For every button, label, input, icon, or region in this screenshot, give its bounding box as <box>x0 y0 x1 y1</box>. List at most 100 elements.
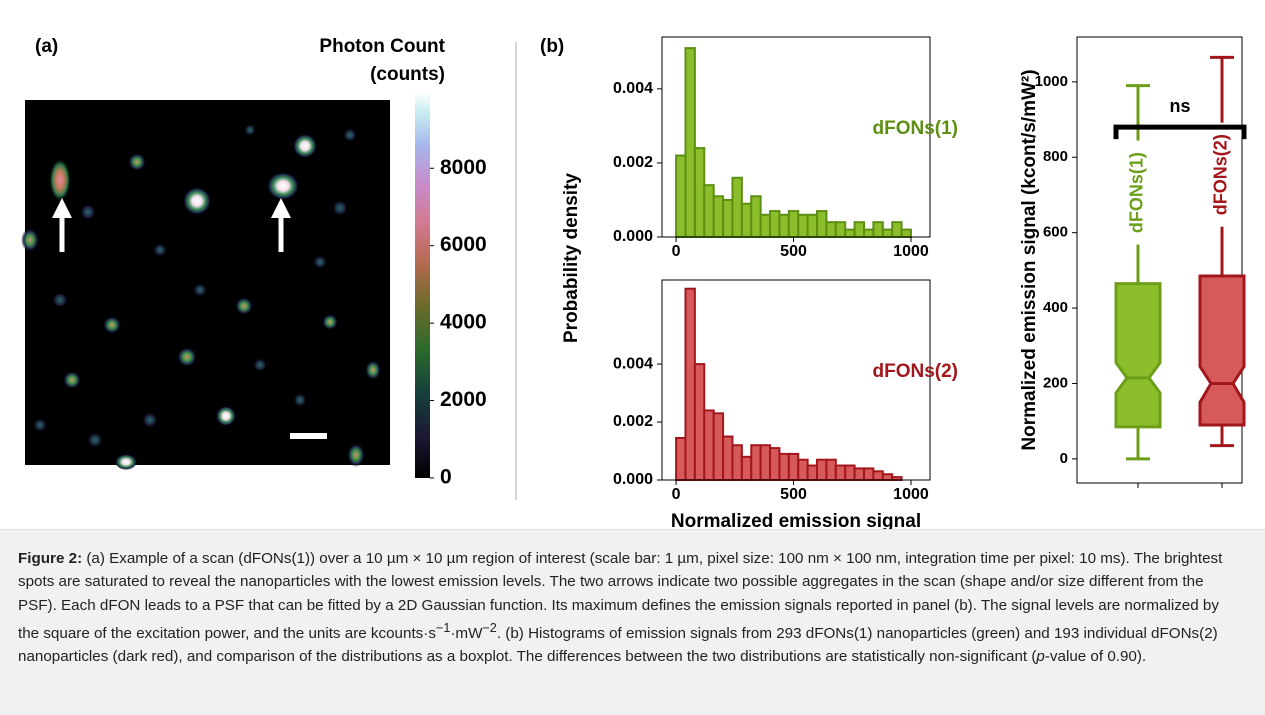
histogram-bar <box>862 228 875 238</box>
histogram-bar <box>675 436 687 481</box>
axes-frame <box>661 279 931 481</box>
arrow-head <box>52 198 72 218</box>
y-tick-label: 1000 <box>1035 73 1068 90</box>
annotation: dFONs(2) <box>873 361 959 382</box>
histogram-bar <box>684 47 696 238</box>
scan-spot <box>365 360 381 380</box>
box <box>1114 282 1162 429</box>
scan-spot <box>115 454 137 470</box>
caption-superscript: −1 <box>435 620 451 635</box>
scan-spot <box>244 124 256 136</box>
scan-spot <box>177 347 197 367</box>
arrow-shaft <box>59 214 65 252</box>
histogram-bar <box>693 147 706 238</box>
scale-bar <box>290 433 327 439</box>
histogram-bar <box>825 221 837 238</box>
histogram-bar <box>825 458 837 481</box>
histogram-bar <box>834 464 847 481</box>
scan-spot <box>33 418 47 432</box>
y-axis-label: Normalized emission signal (kcont/s/mW²) <box>1019 69 1040 450</box>
histogram-bar <box>712 195 725 239</box>
caption-text: (a) Example of a scan (dFONs(1)) over a … <box>18 550 1223 642</box>
scan-spot <box>63 371 81 389</box>
scan-spot <box>87 432 103 448</box>
histogram-bar <box>806 213 819 238</box>
y-tick-label: 0.000 <box>613 228 653 245</box>
histogram-bar <box>872 470 884 482</box>
x-tick-label: 1000 <box>893 243 929 260</box>
histogram-bar <box>703 409 715 481</box>
annotation: dFONs(1) <box>873 118 959 139</box>
panel-label: (a) <box>35 36 58 57</box>
axes-frame <box>661 36 931 238</box>
histogram-bar <box>769 447 781 481</box>
x-tick-label: 500 <box>780 243 807 260</box>
histogram-bar <box>703 184 715 238</box>
y-tick-label: 0.004 <box>613 80 653 97</box>
panel-label: (b) <box>540 36 564 57</box>
caption-italic: p <box>1036 648 1045 666</box>
y-tick-label: 400 <box>1043 299 1068 316</box>
histogram-bar <box>881 473 894 482</box>
histogram-bar <box>844 464 856 481</box>
y-tick-label: 0.004 <box>613 355 653 372</box>
scan-spot <box>322 314 338 330</box>
colorbar-tick-label: 6000 <box>440 233 487 256</box>
x-axis-label: Normalized emission signal <box>671 511 921 529</box>
y-tick-label: 200 <box>1043 374 1068 391</box>
label-background <box>1211 122 1233 227</box>
colorbar-tick-label: 2000 <box>440 388 487 411</box>
y-tick-label: 800 <box>1043 148 1068 165</box>
histogram-bar <box>778 213 790 238</box>
scan-spot <box>49 158 71 202</box>
histogram-bar <box>759 444 772 481</box>
axes-frame <box>1076 36 1243 484</box>
scan-spot <box>103 316 121 334</box>
histogram-bar <box>891 221 903 238</box>
y-tick-label: 0.000 <box>613 471 653 488</box>
colorbar-label: Photon Count <box>319 36 445 57</box>
scan-spot <box>347 443 365 467</box>
histogram-bar <box>731 176 743 238</box>
histogram-bar <box>740 202 753 239</box>
histogram-bar <box>872 221 884 238</box>
arrows <box>52 198 291 252</box>
histogram-bar <box>816 458 828 481</box>
significance-bracket <box>1113 124 1247 140</box>
histogram-bar <box>834 221 847 238</box>
histogram-bar <box>750 195 762 239</box>
label-background <box>1127 140 1149 245</box>
caption-label: Figure 2: <box>18 550 83 567</box>
scan-spots <box>21 124 381 470</box>
histogram-bar <box>740 455 753 481</box>
histogram-bar <box>862 467 875 481</box>
arrow-head <box>271 198 291 218</box>
histogram-bar <box>787 452 800 482</box>
caption-text: . (b) Histograms of emission signals fro… <box>18 624 1218 666</box>
y-tick-label: 0.002 <box>613 413 653 430</box>
colorbar-label: (counts) <box>370 64 445 85</box>
x-tick-label: 0 <box>672 486 681 503</box>
scan-spot <box>293 134 317 158</box>
histogram-bar <box>787 210 800 239</box>
y-axis-label: Probability density <box>561 173 582 343</box>
colorbar <box>415 92 430 478</box>
histogram-bar <box>853 467 865 481</box>
caption-superscript: −2 <box>482 620 497 635</box>
histogram-bar <box>684 287 696 481</box>
colorbar-tick-label: 0 <box>440 466 452 489</box>
significance-label: ns <box>1169 96 1190 116</box>
arrow-shaft <box>278 214 284 252</box>
histogram-bar <box>712 412 725 482</box>
scan-spot <box>332 200 348 216</box>
caption-text: -value of 0.90). <box>1044 648 1147 666</box>
histogram-bar <box>816 210 828 239</box>
scan-spot <box>313 255 327 269</box>
scan-spot <box>128 153 146 171</box>
scan-spot <box>183 187 211 215</box>
colorbar-tick-label: 4000 <box>440 311 487 334</box>
histogram-bar <box>806 464 819 481</box>
histogram-bar <box>797 213 809 238</box>
